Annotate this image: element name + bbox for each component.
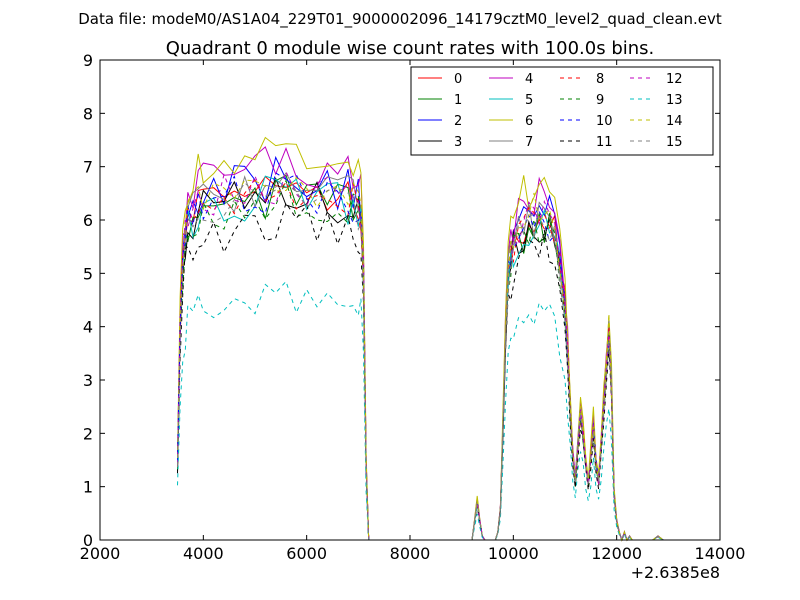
legend-label-4: 4 [525,72,533,87]
legend-label-0: 0 [454,72,462,87]
y-tick-label: 5 [83,264,93,283]
x-offset-label: +2.6385e8 [631,563,720,582]
legend-label-6: 6 [525,114,533,129]
y-tick-label: 3 [83,371,93,390]
y-tick-label: 1 [83,478,93,497]
y-tick-label: 8 [83,104,93,123]
legend-label-7: 7 [525,135,533,150]
series-line-13 [471,513,496,541]
y-tick-label: 2 [83,424,93,443]
y-tick-label: 4 [83,318,93,337]
legend-label-12: 12 [666,72,683,87]
y-tick-label: 7 [83,158,93,177]
chart-suptitle: Data file: modeM0/AS1A04_229T01_90000020… [78,10,722,29]
legend-frame [410,66,714,156]
series-line-7 [177,172,370,541]
x-tick-label: 2000 [80,544,121,563]
series-line-6 [177,136,370,541]
legend-label-11: 11 [596,135,613,150]
y-tick-label: 6 [83,211,93,230]
series-line-10 [177,172,370,541]
x-tick-label: 8000 [390,544,431,563]
legend-label-15: 15 [666,135,683,150]
legend-label-13: 13 [666,93,683,108]
legend-label-2: 2 [454,114,462,129]
y-tick-label: 9 [83,51,93,70]
x-tick-label: 14000 [695,544,746,563]
series-line-12 [177,170,370,541]
series-line-11 [494,230,664,542]
x-tick-label: 4000 [183,544,224,563]
legend-label-9: 9 [596,93,604,108]
series-line-14 [494,192,664,542]
legend-label-3: 3 [454,135,462,150]
legend-label-5: 5 [525,93,533,108]
legend-label-10: 10 [596,114,613,129]
chart-title: Quadrant 0 module wise count rates with … [166,38,655,59]
series-line-11 [177,201,370,541]
legend-label-1: 1 [454,93,462,108]
x-tick-label: 10000 [488,544,539,563]
legend-label-8: 8 [596,72,604,87]
y-tick-label: 0 [83,531,93,550]
series-line-15 [494,212,664,542]
series-line-14 [177,176,370,541]
x-axis: 2000 4000 6000 8000 10000 12000 14000 [80,60,746,563]
series-line-15 [471,504,496,541]
series-line-3 [177,177,370,541]
series-line-13 [494,301,664,542]
legend-label-14: 14 [666,114,683,129]
x-tick-label: 6000 [286,544,327,563]
x-tick-label: 12000 [591,544,642,563]
series-line-13 [177,280,370,541]
